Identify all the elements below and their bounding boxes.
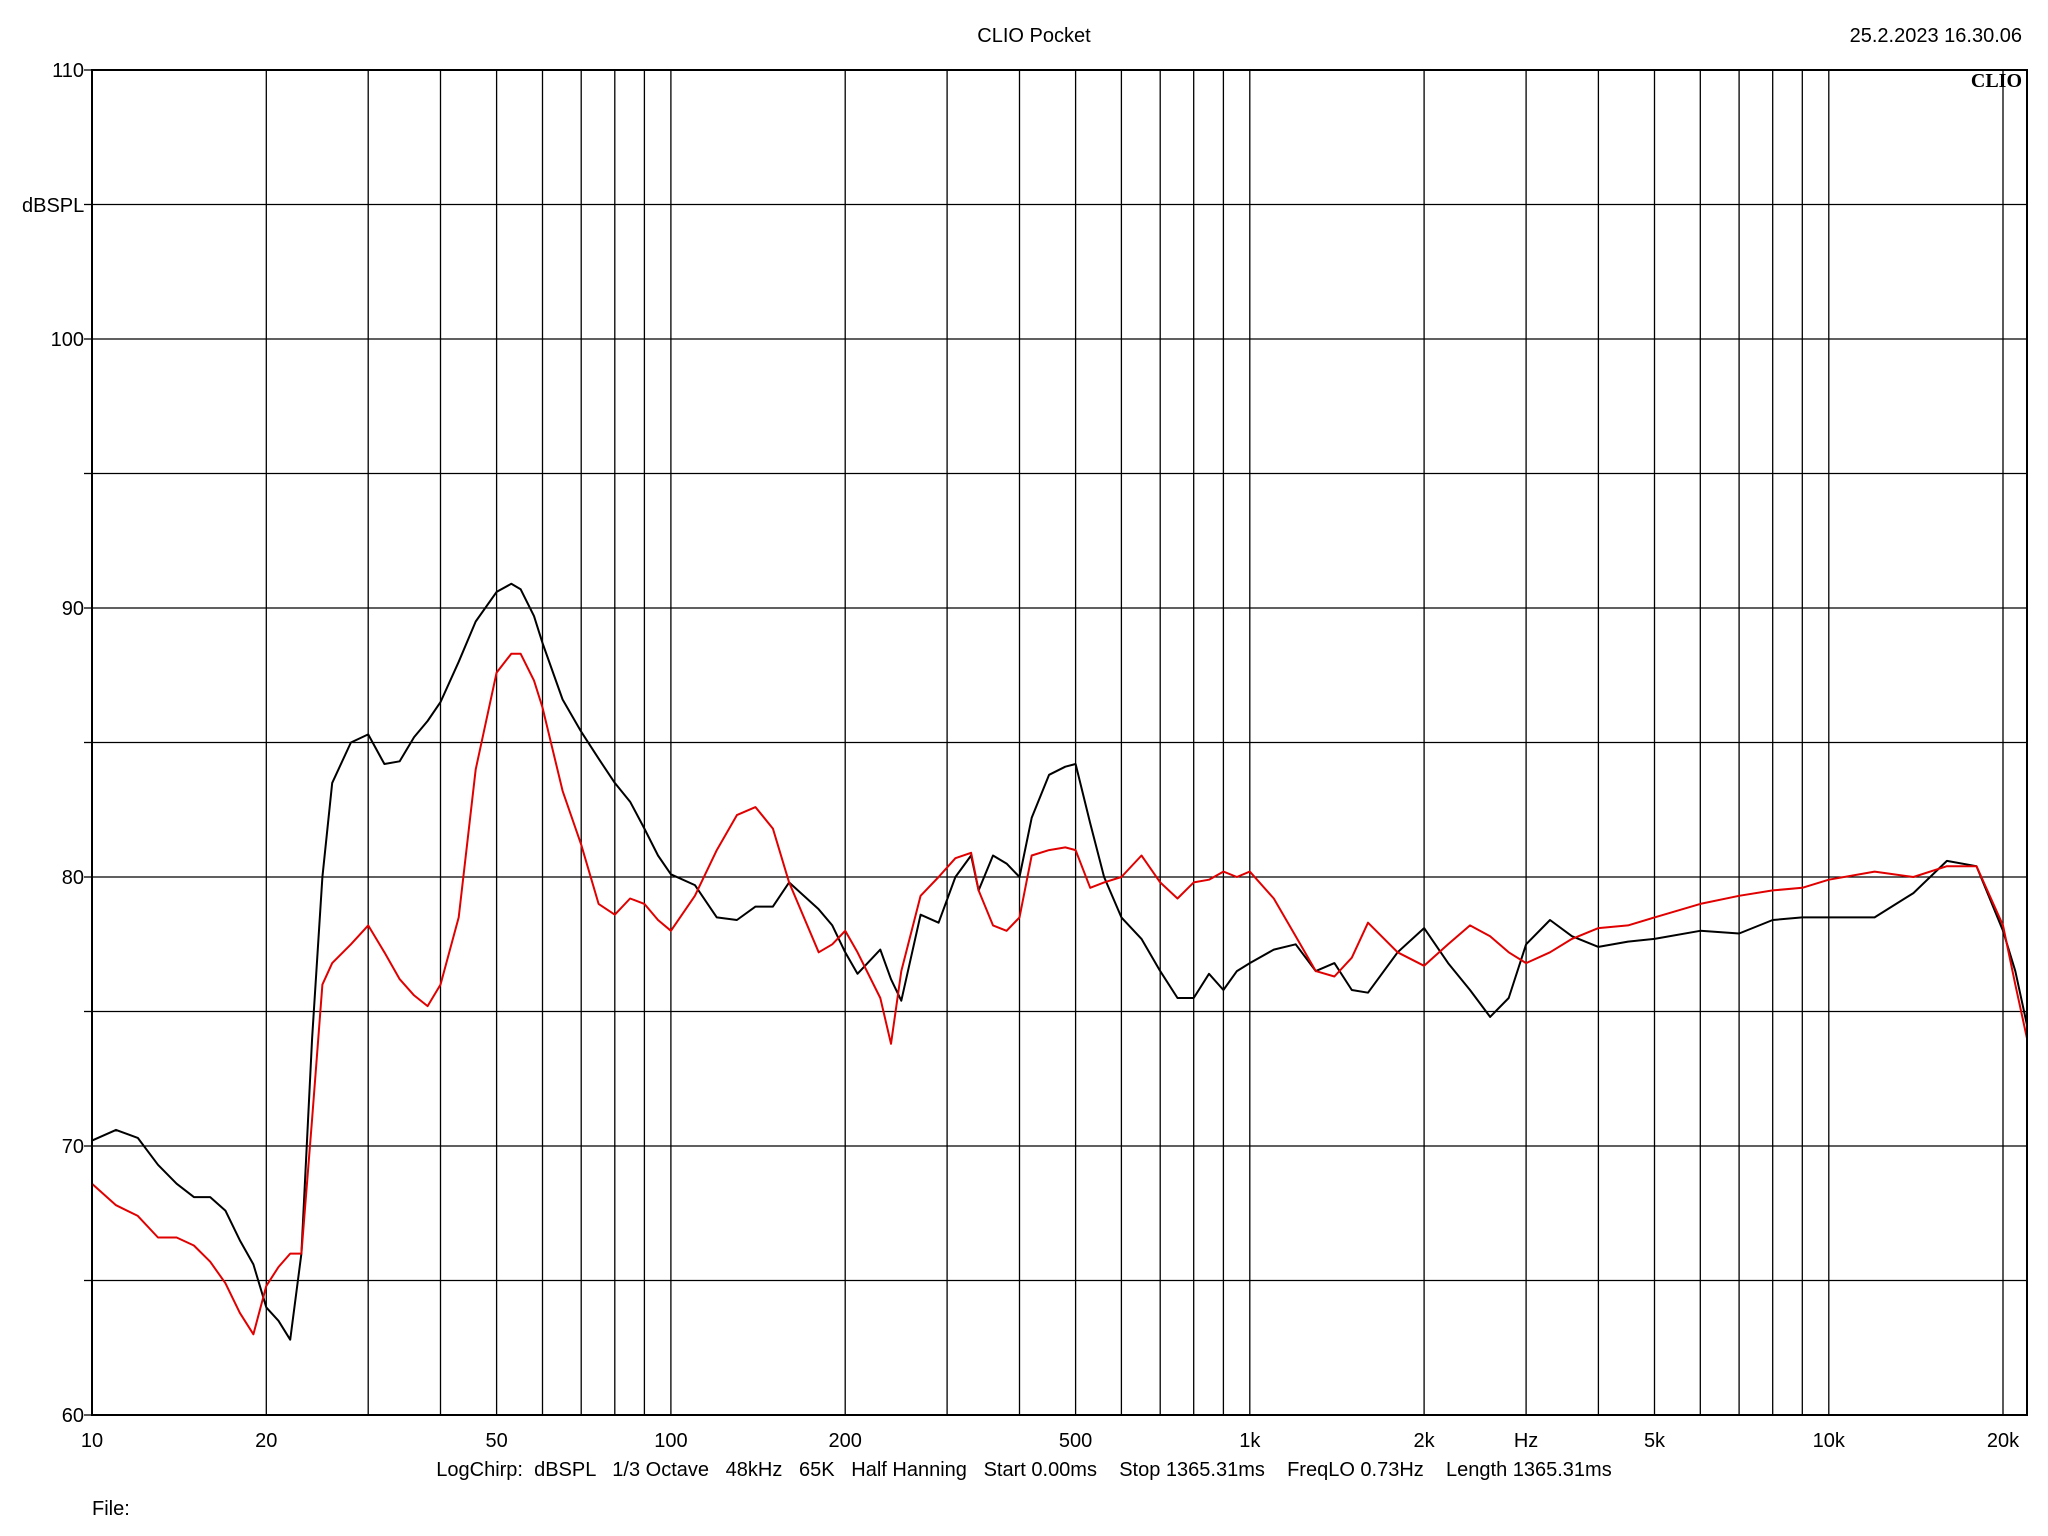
y-tick-label: 100 bbox=[51, 329, 84, 351]
y-tick-label: 90 bbox=[62, 598, 84, 620]
x-tick-label: 500 bbox=[1059, 1430, 1092, 1452]
x-tick-label: 10 bbox=[81, 1430, 103, 1452]
x-tick-label: 50 bbox=[485, 1430, 507, 1452]
x-tick-label: 200 bbox=[829, 1430, 862, 1452]
y-axis-ticks: 60 70 80 90 100 110 bbox=[51, 60, 92, 1427]
y-tick-label: 60 bbox=[62, 1405, 84, 1427]
y-tick-label: 70 bbox=[62, 1136, 84, 1158]
x-tick-label: 1k bbox=[1239, 1430, 1261, 1452]
series-group bbox=[91, 582, 2028, 1341]
y-tick-label: 110 bbox=[52, 60, 84, 82]
x-axis-ticks: 10 20 50 100 200 500 1k 2k Hz 5k 10k 20k bbox=[81, 1430, 2020, 1452]
series-line-black bbox=[91, 582, 2028, 1341]
x-tick-label: 20 bbox=[255, 1430, 277, 1452]
timestamp: 25.2.2023 16.30.06 bbox=[1850, 25, 2022, 47]
clio-logo: CLIO bbox=[1971, 70, 2022, 92]
x-tick-label: 2k bbox=[1414, 1430, 1436, 1452]
series-line-red bbox=[91, 652, 2028, 1336]
chart-title: CLIO Pocket bbox=[977, 25, 1091, 47]
measurement-settings: LogChirp: dBSPL 1/3 Octave 48kHz 65K Hal… bbox=[436, 1459, 1611, 1481]
file-label: File: bbox=[92, 1498, 130, 1520]
grid bbox=[91, 69, 2027, 1416]
plot-frame bbox=[91, 69, 2028, 1416]
y-tick-label: 80 bbox=[62, 867, 84, 889]
y-axis-label: dBSPL bbox=[22, 195, 84, 217]
x-tick-label: 10k bbox=[1813, 1430, 1846, 1452]
x-tick-label: 100 bbox=[654, 1430, 687, 1452]
x-tick-label: Hz bbox=[1514, 1430, 1538, 1452]
x-tick-label: 5k bbox=[1644, 1430, 1666, 1452]
x-tick-label: 20k bbox=[1987, 1430, 2020, 1452]
